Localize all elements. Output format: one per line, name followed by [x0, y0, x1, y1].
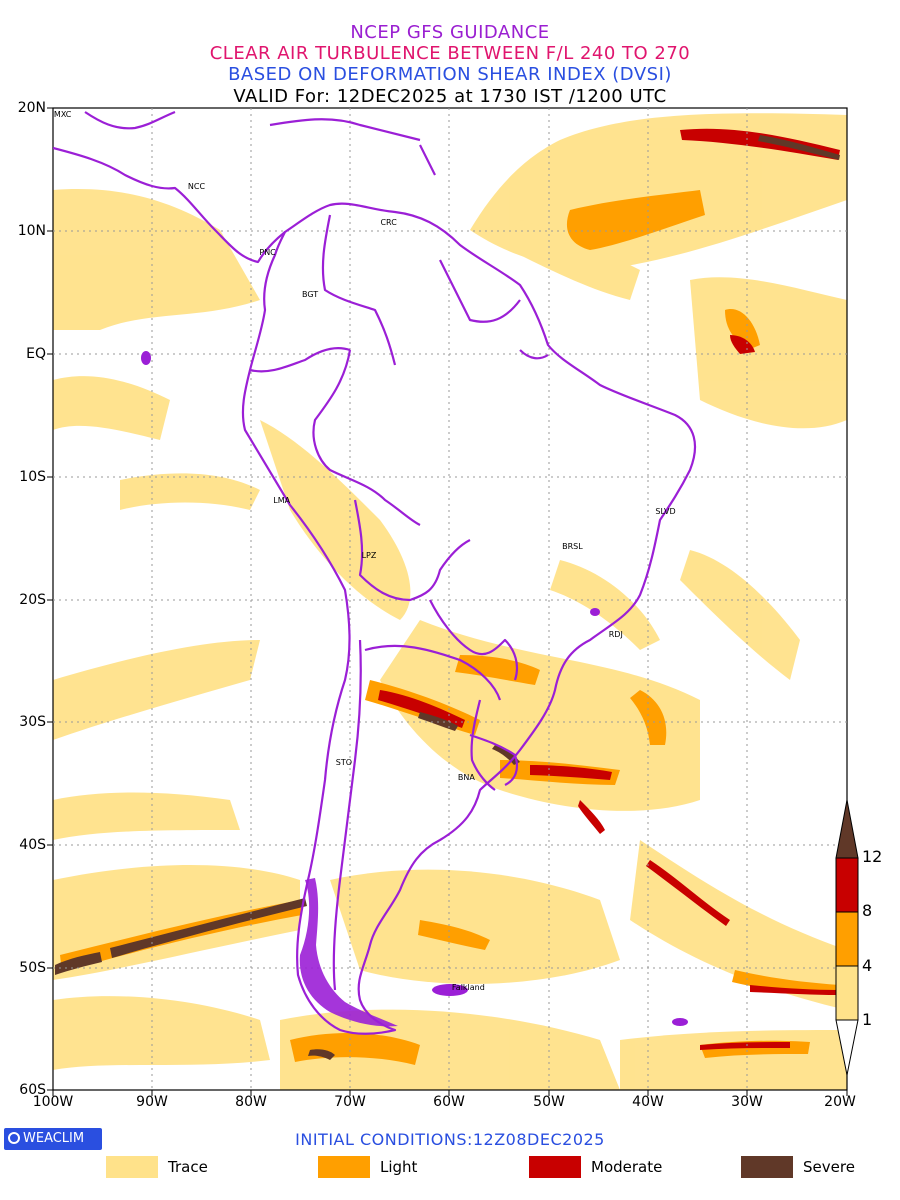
logo-ring-icon	[8, 1131, 20, 1144]
legend-swatch	[741, 1156, 793, 1178]
city-label: CRC	[380, 218, 397, 228]
lat-label: 50S	[19, 960, 46, 976]
lon-label: 90W	[136, 1094, 168, 1110]
severe-areas	[55, 135, 840, 1060]
lat-label: 30S	[19, 714, 46, 730]
rio-plata	[470, 699, 496, 791]
lat-label: 10S	[19, 469, 46, 485]
moderate-areas	[378, 128, 840, 1050]
lat-label: 60S	[19, 1082, 46, 1098]
mexico-coast	[84, 110, 176, 130]
gridlines	[53, 108, 847, 1090]
central-america-coast	[53, 146, 286, 264]
guianas	[439, 259, 521, 323]
bolivia	[353, 499, 471, 602]
lon-label: 70W	[334, 1094, 366, 1110]
cuba	[269, 118, 421, 142]
title-line-3: BASED ON DEFORMATION SHEAR INDEX (DVSI)	[228, 64, 672, 85]
legend-label: Light	[380, 1158, 418, 1176]
trace-areas	[53, 113, 847, 1090]
city-label: SLVD	[655, 506, 676, 516]
south-america-outline	[241, 202, 697, 1035]
argentina-chile	[332, 639, 362, 991]
lat-label: 10N	[17, 223, 46, 239]
initial-conditions: INITIAL CONDITIONS:12Z08DEC2025	[295, 1130, 605, 1149]
legend-swatch	[318, 1156, 370, 1178]
city-label: PNC	[259, 247, 276, 257]
valid-time: VALID For: 12DEC2025 at 1730 IST /1200 U…	[233, 86, 667, 107]
logo-text: WEACLIM	[23, 1131, 85, 1146]
color-scale-bar	[835, 799, 859, 1076]
weaclim-logo[interactable]: WEACLIM	[4, 1128, 102, 1150]
lat-label: 20N	[17, 100, 46, 116]
city-label: RDJ	[608, 629, 623, 639]
legend-label: Severe	[803, 1158, 855, 1176]
city-label: BGT	[302, 289, 319, 299]
lon-label: 60W	[433, 1094, 465, 1110]
city-label: BRSL	[562, 542, 583, 552]
lon-label: 50W	[533, 1094, 565, 1110]
title-line-1: NCEP GFS GUIDANCE	[350, 22, 550, 43]
city-label: LMA	[273, 495, 291, 505]
city-label: NCC	[187, 181, 206, 191]
venezuela-colombia-border	[321, 214, 397, 366]
argentina-north	[364, 644, 502, 701]
city-label: MXC	[53, 110, 72, 120]
southern-chile-islands	[141, 351, 688, 1027]
plot-frame	[52, 107, 848, 1091]
brazil-west	[312, 349, 421, 526]
lat-label: 40S	[19, 837, 46, 853]
city-label: LPZ	[361, 551, 377, 561]
axis-ticks	[47, 107, 848, 1096]
legend-swatch	[529, 1156, 581, 1178]
lat-label: 20S	[19, 592, 46, 608]
scale-label-4: 4	[862, 956, 873, 975]
city-label: BNA	[457, 773, 475, 783]
lat-label: EQ	[26, 346, 46, 362]
country-borders	[53, 110, 697, 1035]
amazon-mouth	[519, 349, 549, 360]
lon-label: 20W	[824, 1094, 856, 1110]
legend-swatch	[106, 1156, 158, 1178]
lon-label: 80W	[235, 1094, 267, 1110]
city-label: STO	[335, 758, 353, 768]
legend-label: Moderate	[591, 1158, 663, 1176]
scale-label-1: 1	[862, 1010, 873, 1029]
lon-label: 30W	[731, 1094, 763, 1110]
turbulence-field	[53, 113, 847, 1090]
legend-label: Trace	[168, 1158, 208, 1176]
paraguay	[429, 599, 519, 681]
uruguay	[469, 733, 519, 786]
caribbean-islands	[419, 144, 436, 176]
scale-label-12: 12	[862, 847, 883, 866]
scale-label-8: 8	[862, 901, 873, 920]
city-label: Falkland	[451, 983, 485, 993]
title-line-2: CLEAR AIR TURBULENCE BETWEEN F/L 240 TO …	[209, 43, 691, 64]
peru-ecuador	[249, 346, 351, 373]
lon-label: 40W	[632, 1094, 664, 1110]
lon-label: 100W	[32, 1094, 74, 1110]
